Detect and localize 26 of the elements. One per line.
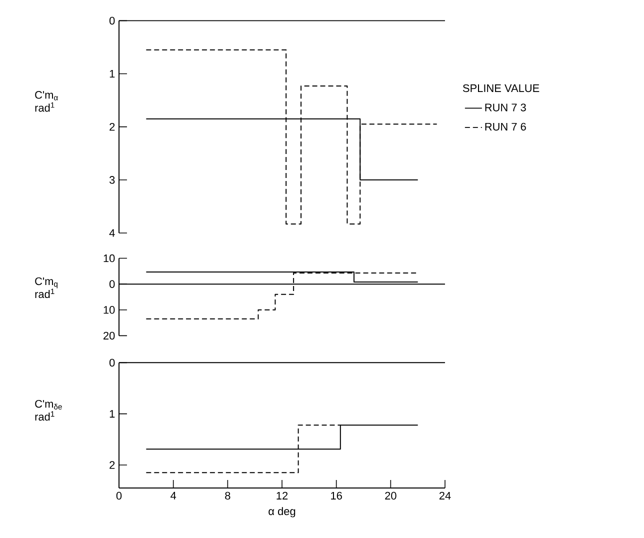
y-tick-label: 2: [110, 123, 115, 131]
y-tick-label: 1: [110, 410, 115, 418]
y-tick-label: 4: [109, 229, 115, 237]
x-tick-label: 4: [170, 492, 176, 500]
y-tick-label: 20: [104, 332, 115, 340]
y-axis-title: C'm$_{α}$ rad$^{1}$: [35, 91, 58, 112]
y-tick-label: 3: [109, 176, 115, 184]
y-tick-label: 10: [104, 254, 115, 262]
legend-title: SPLINE VALUE: [462, 84, 540, 92]
y-axis-title: C'm$_{δe}$ rad$^{1}$: [35, 400, 62, 421]
y-tick-label: 2: [110, 461, 115, 469]
y-tick-label: 1: [110, 70, 115, 78]
y-tick-label: 0: [109, 358, 115, 367]
y-tick-label: 0: [109, 280, 115, 288]
x-tick-label: 24: [439, 492, 451, 500]
y-tick-label: 0: [109, 16, 115, 25]
x-tick-label: 8: [225, 492, 230, 500]
x-tick-label: 0: [116, 492, 122, 500]
x-tick-label: 12: [276, 492, 288, 500]
legend-label: RUN 7 3: [485, 104, 526, 112]
x-axis-title: α deg: [268, 507, 296, 518]
y-axis-title: C'm$_{q}$ rad$^{1}$: [35, 277, 58, 298]
y-tick-label: 10: [104, 306, 115, 314]
legend-label: RUN 7 6: [485, 122, 526, 131]
x-tick-label: 16: [331, 492, 342, 500]
x-tick-label: 20: [385, 492, 396, 500]
